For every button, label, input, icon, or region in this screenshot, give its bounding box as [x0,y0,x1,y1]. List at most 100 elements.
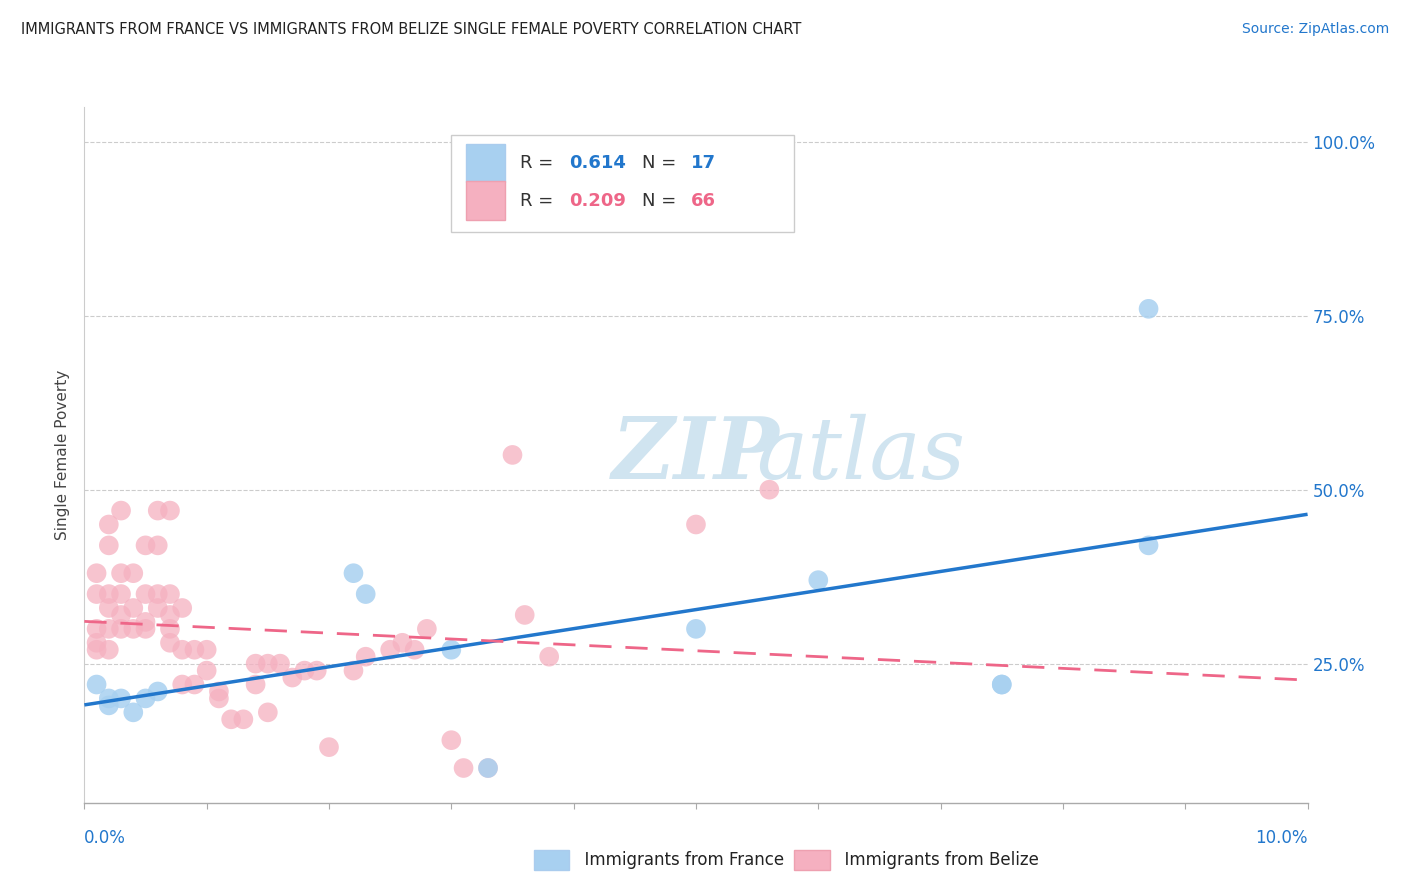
Point [685,622,707,636]
Point [453,761,475,775]
Point [538,649,561,664]
Text: 17: 17 [692,154,716,172]
Point [86,566,108,581]
Point [86,622,108,636]
Point [172,601,194,615]
Point [135,622,157,636]
Point [183,677,205,691]
Point [146,684,169,698]
Point [1137,301,1160,316]
Point [342,566,364,581]
Point [86,642,108,657]
Point [208,684,231,698]
Point [86,587,108,601]
Point [758,483,780,497]
Point [159,622,181,636]
Point [245,657,267,671]
Point [135,587,157,601]
Point [97,587,120,601]
Point [146,538,169,552]
Text: R =: R = [520,192,558,210]
Point [122,706,145,720]
Point [991,677,1014,691]
Point [281,671,304,685]
Text: Immigrants from France: Immigrants from France [574,851,783,869]
Point [440,642,463,657]
Point [110,691,132,706]
Point [477,761,499,775]
Text: 0.209: 0.209 [569,192,626,210]
FancyBboxPatch shape [465,181,505,219]
Point [318,740,340,755]
Point [97,517,120,532]
Point [354,587,377,601]
Point [416,622,439,636]
Point [110,566,132,581]
Point [807,573,830,587]
Point [110,607,132,622]
Point [86,636,108,650]
Text: 0.0%: 0.0% [84,830,127,847]
Point [208,691,231,706]
Point [195,664,218,678]
Point [159,503,181,517]
FancyBboxPatch shape [451,135,794,232]
Point [513,607,536,622]
Point [122,601,145,615]
Point [232,712,254,726]
Point [97,642,120,657]
Text: 66: 66 [692,192,716,210]
Text: N =: N = [643,154,682,172]
Point [110,622,132,636]
Point [172,677,194,691]
Point [135,615,157,629]
Point [97,622,120,636]
Point [685,517,707,532]
Point [86,677,108,691]
Point [269,657,291,671]
Point [391,636,413,650]
Point [195,642,218,657]
Text: N =: N = [643,192,682,210]
Point [146,587,169,601]
Point [159,636,181,650]
Point [991,677,1014,691]
Text: R =: R = [520,154,558,172]
Point [97,601,120,615]
Point [294,664,316,678]
Point [97,691,120,706]
Point [97,538,120,552]
Text: IMMIGRANTS FROM FRANCE VS IMMIGRANTS FROM BELIZE SINGLE FEMALE POVERTY CORRELATI: IMMIGRANTS FROM FRANCE VS IMMIGRANTS FRO… [21,22,801,37]
Point [122,566,145,581]
Point [257,657,280,671]
Text: ZIP: ZIP [612,413,780,497]
Point [1137,538,1160,552]
Point [354,649,377,664]
Point [159,587,181,601]
Text: atlas: atlas [756,414,966,496]
Point [305,664,328,678]
Point [97,698,120,713]
Point [110,503,132,517]
Point [502,448,524,462]
Point [477,761,499,775]
Point [440,733,463,747]
Point [404,642,426,657]
Point [135,538,157,552]
Point [172,642,194,657]
Point [257,706,280,720]
Point [159,607,181,622]
Point [122,622,145,636]
Point [110,587,132,601]
Point [380,642,402,657]
Point [135,691,157,706]
Text: 10.0%: 10.0% [1256,830,1308,847]
Y-axis label: Single Female Poverty: Single Female Poverty [55,370,70,540]
Point [146,503,169,517]
Point [183,642,205,657]
Point [342,664,364,678]
Point [245,677,267,691]
FancyBboxPatch shape [465,144,505,182]
Text: 0.614: 0.614 [569,154,626,172]
Point [146,601,169,615]
